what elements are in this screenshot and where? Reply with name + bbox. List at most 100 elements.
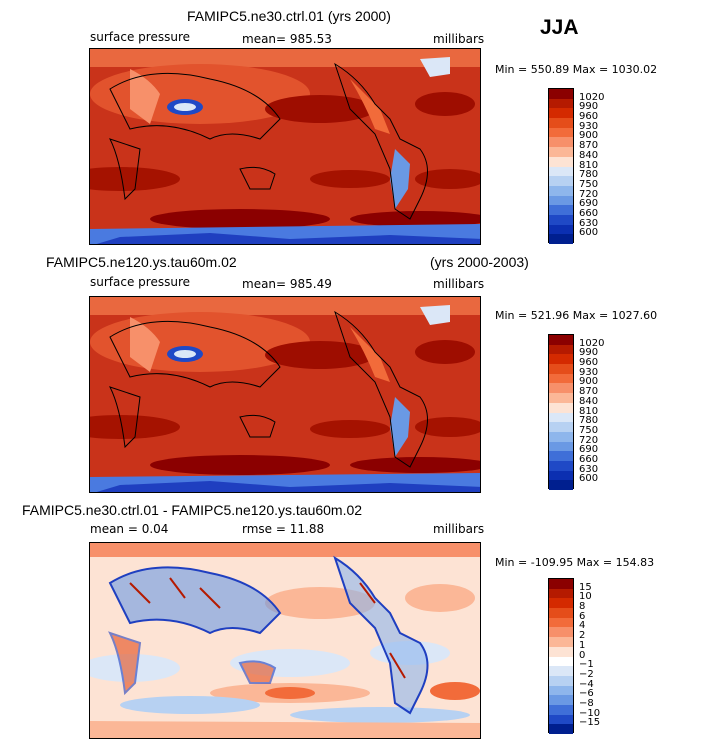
legend-swatch [549, 205, 573, 215]
legend-tick-label: 10 [579, 591, 592, 603]
legend-tick-label: 1020 [579, 91, 605, 103]
legend-tick-label: 780 [579, 169, 599, 181]
panel1-map-graphic [90, 49, 480, 244]
panel2-title: FAMIPC5.ne120.ys.tau60m.02 [46, 254, 237, 270]
legend-tick-label: 0 [579, 649, 586, 661]
legend-swatch [549, 656, 573, 667]
legend-swatch [549, 637, 573, 647]
legend-swatch [549, 166, 573, 177]
panel3-map [89, 542, 481, 739]
legend-swatch [549, 666, 573, 676]
legend-tick-label: 900 [579, 130, 599, 142]
legend-swatch [549, 224, 573, 235]
panel2-variable-label: surface pressure [90, 275, 190, 289]
legend-tick-label: 660 [579, 453, 599, 465]
panel1-legend-bar [548, 88, 574, 244]
legend-swatch [549, 402, 573, 413]
legend-tick-label: −6 [579, 688, 594, 700]
legend-tick-label: 930 [579, 120, 599, 132]
panel3-rmse-label: rmse = 11.88 [242, 522, 325, 536]
panel1-map [89, 48, 481, 245]
panel2-map [89, 296, 481, 493]
legend-tick-label: 690 [579, 198, 599, 210]
legend-tick-label: −2 [579, 668, 594, 680]
legend-swatch [549, 214, 573, 225]
legend-tick-label: 600 [579, 227, 599, 239]
legend-swatch [549, 176, 573, 186]
legend-tick-label: 870 [579, 386, 599, 398]
legend-swatch [549, 627, 573, 638]
legend-swatch [549, 344, 573, 355]
legend-swatch [549, 646, 573, 657]
panel2-map-graphic [90, 297, 480, 492]
legend-tick-label: 960 [579, 357, 599, 369]
legend-tick-label: 1 [579, 639, 586, 651]
legend-swatch [549, 127, 573, 138]
panel3-legend-bar [548, 578, 574, 734]
legend-swatch [549, 422, 573, 432]
legend-swatch [549, 695, 573, 705]
legend-tick-label: 840 [579, 149, 599, 161]
panel3-title: FAMIPC5.ne30.ctrl.01 - FAMIPC5.ne120.ys.… [22, 502, 363, 518]
panel1-legend-labels: 1020 990 960 930 900 870 840 810 780 750 720 690 660… [579, 88, 619, 243]
legend-tick-label: 4 [579, 620, 586, 632]
legend-swatch [549, 185, 573, 196]
legend-tick-label: 660 [579, 207, 599, 219]
legend-swatch [549, 412, 573, 423]
panel2-mean-label: mean= 985.49 [242, 277, 332, 291]
legend-tick-label: 960 [579, 111, 599, 123]
legend-tick-label: −10 [579, 707, 601, 719]
legend-swatch [549, 335, 573, 345]
panel2-units-label: millibars [433, 277, 485, 291]
legend-tick-label: −4 [579, 678, 594, 690]
legend-swatch [549, 98, 573, 109]
legend-swatch [549, 579, 573, 589]
legend-swatch [549, 383, 573, 394]
legend-tick-label: 750 [579, 178, 599, 190]
legend-swatch [549, 714, 573, 725]
panel1-variable-label: surface pressure [90, 30, 190, 44]
legend-tick-label: 8 [579, 601, 586, 613]
legend-swatch [549, 451, 573, 461]
legend-tick-label: 720 [579, 188, 599, 200]
panel2-minmax-label: Min = 521.96 Max = 1027.60 [495, 309, 658, 322]
panel3-legend-labels: 15 10 8 6 4 2 1 0 −1 −2 −4 −6 −8 −10 −15 [579, 578, 619, 733]
legend-tick-label: 690 [579, 444, 599, 456]
panel3-minmax-label: Min = -109.95 Max = 154.83 [495, 556, 655, 569]
panel1-units-label: millibars [433, 32, 485, 46]
legend-tick-label: −8 [579, 697, 594, 709]
legend-tick-label: 810 [579, 405, 599, 417]
legend-tick-label: 810 [579, 159, 599, 171]
legend-tick-label: 2 [579, 630, 586, 642]
legend-tick-label: 750 [579, 424, 599, 436]
legend-tick-label: −1 [579, 659, 594, 671]
legend-tick-label: −15 [579, 717, 601, 729]
legend-swatch [549, 724, 573, 734]
legend-tick-label: 630 [579, 217, 599, 229]
legend-swatch [549, 598, 573, 609]
panel1-minmax-label: Min = 550.89 Max = 1030.02 [495, 63, 658, 76]
legend-swatch [549, 108, 573, 119]
legend-swatch [549, 137, 573, 148]
panel3-map-graphic [90, 543, 480, 738]
legend-tick-label: 630 [579, 463, 599, 475]
legend-swatch [549, 704, 573, 715]
legend-swatch [549, 431, 573, 442]
legend-swatch [549, 675, 573, 686]
legend-tick-label: 720 [579, 434, 599, 446]
panel1-title: FAMIPC5.ne30.ctrl.01 (yrs 2000) [187, 8, 391, 24]
legend-swatch [549, 147, 573, 157]
legend-tick-label: 900 [579, 376, 599, 388]
legend-tick-label: 870 [579, 140, 599, 152]
legend-swatch [549, 118, 573, 128]
legend-swatch [549, 195, 573, 206]
legend-swatch [549, 373, 573, 384]
legend-tick-label: 840 [579, 395, 599, 407]
legend-swatch [549, 588, 573, 599]
legend-swatch [549, 364, 573, 374]
legend-swatch [549, 441, 573, 452]
legend-swatch [549, 354, 573, 365]
legend-tick-label: 990 [579, 101, 599, 113]
season-label: JJA [540, 16, 579, 39]
legend-tick-label: 780 [579, 415, 599, 427]
